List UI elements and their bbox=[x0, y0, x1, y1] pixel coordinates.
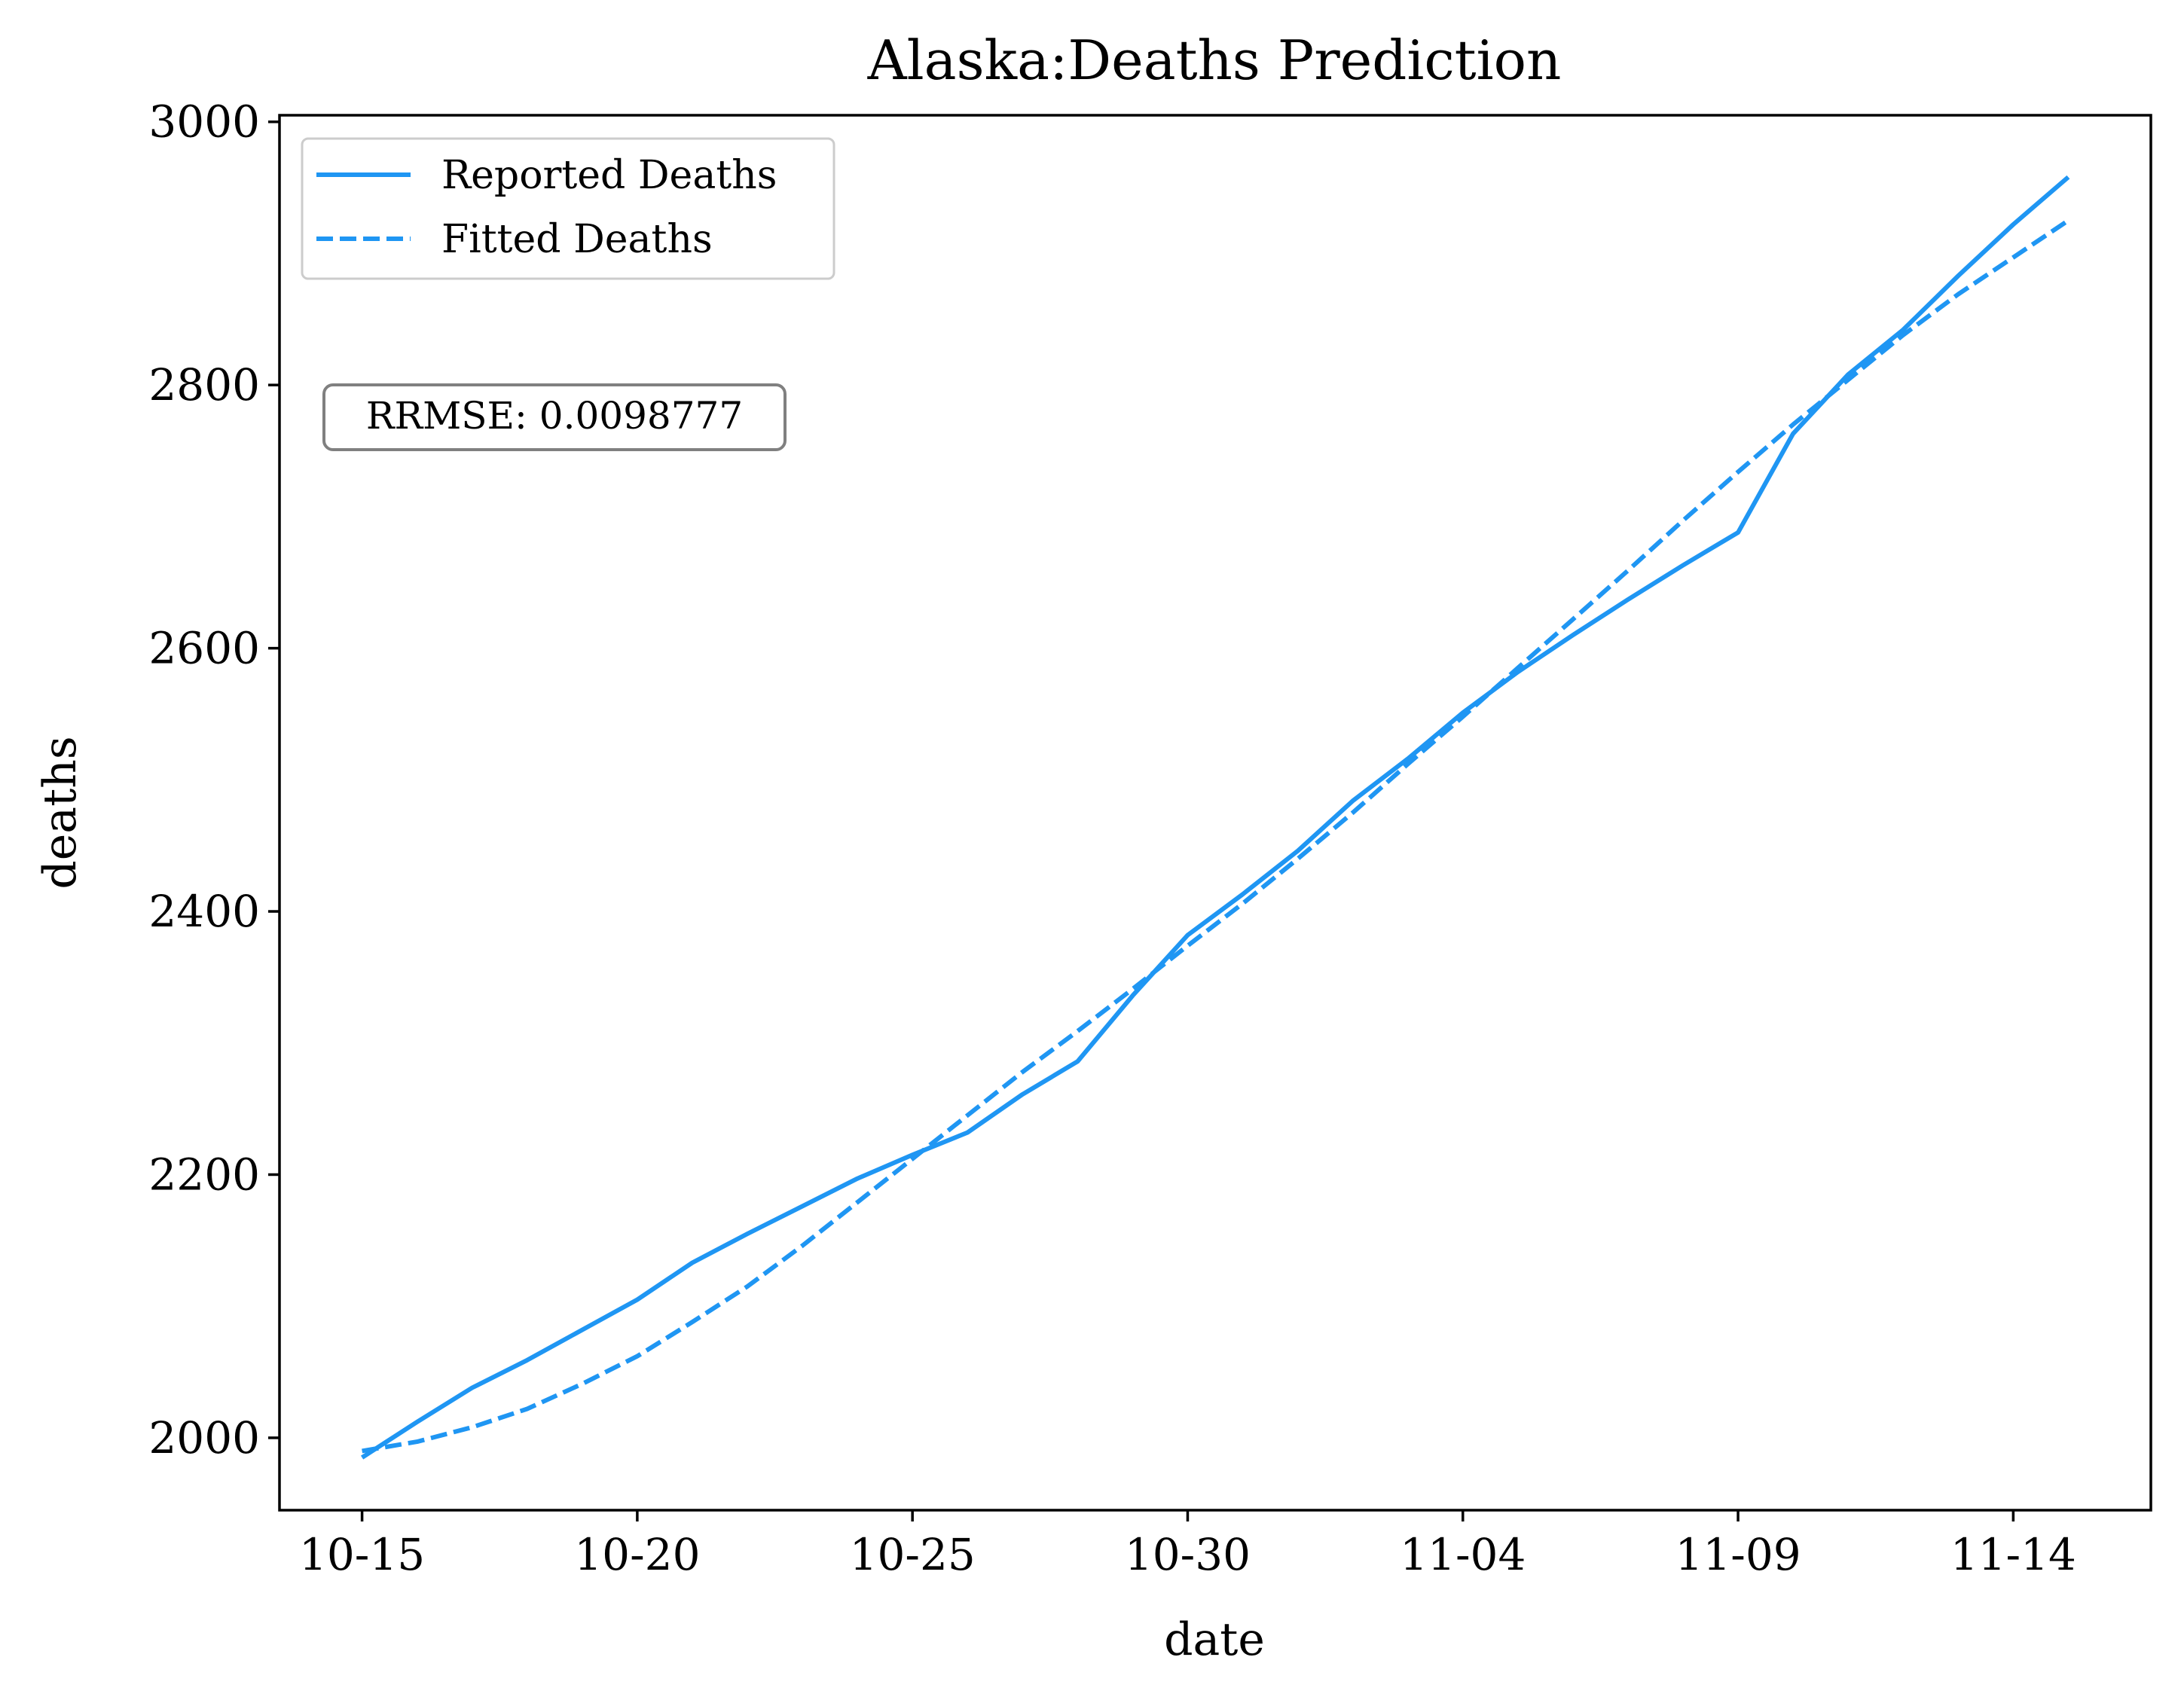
x-tick-label: 10-20 bbox=[574, 1529, 700, 1580]
y-tick-label: 3000 bbox=[148, 96, 260, 148]
legend-box bbox=[301, 137, 835, 280]
x-tick-label: 10-25 bbox=[850, 1529, 976, 1580]
x-axis-label: date bbox=[1164, 1613, 1265, 1666]
rrmse-box bbox=[322, 383, 787, 451]
rrmse-annotation: RRMSE: 0.0098777 bbox=[322, 383, 787, 451]
y-tick-label: 2400 bbox=[148, 886, 260, 937]
y-tick-label: 2200 bbox=[148, 1149, 260, 1200]
plot-frame bbox=[278, 114, 2152, 1512]
x-axis-ticks: 10-15 10-20 10-25 10-30 11-04 11-09 11-14 bbox=[299, 1510, 2076, 1580]
legend: Reported Deaths Fitted Deaths bbox=[301, 137, 835, 280]
y-tick-label: 2000 bbox=[148, 1412, 260, 1463]
x-tick-label: 11-04 bbox=[1400, 1529, 1526, 1580]
x-tick-label: 11-09 bbox=[1675, 1529, 1801, 1580]
series-line-reported-deaths bbox=[360, 175, 2070, 1460]
y-tick-label: 2800 bbox=[148, 359, 260, 410]
x-tick-label: 10-15 bbox=[299, 1529, 425, 1580]
plot-content bbox=[360, 175, 2070, 1460]
x-tick-label: 11-14 bbox=[1950, 1529, 2076, 1580]
legend-label-reported: Reported Deaths bbox=[441, 153, 777, 198]
x-tick-label: 10-30 bbox=[1125, 1529, 1251, 1580]
y-tick-label: 2600 bbox=[148, 623, 260, 674]
y-axis-label: deaths bbox=[34, 736, 87, 889]
chart-title: Alaska:Deaths Prediction bbox=[867, 29, 1562, 92]
y-axis-ticks: 2000 2200 2400 2600 2800 3000 bbox=[148, 96, 279, 1463]
rrmse-text: RRMSE: 0.0098777 bbox=[366, 394, 743, 438]
legend-label-fitted: Fitted Deaths bbox=[441, 217, 713, 262]
series-line-fitted-deaths bbox=[362, 218, 2070, 1454]
